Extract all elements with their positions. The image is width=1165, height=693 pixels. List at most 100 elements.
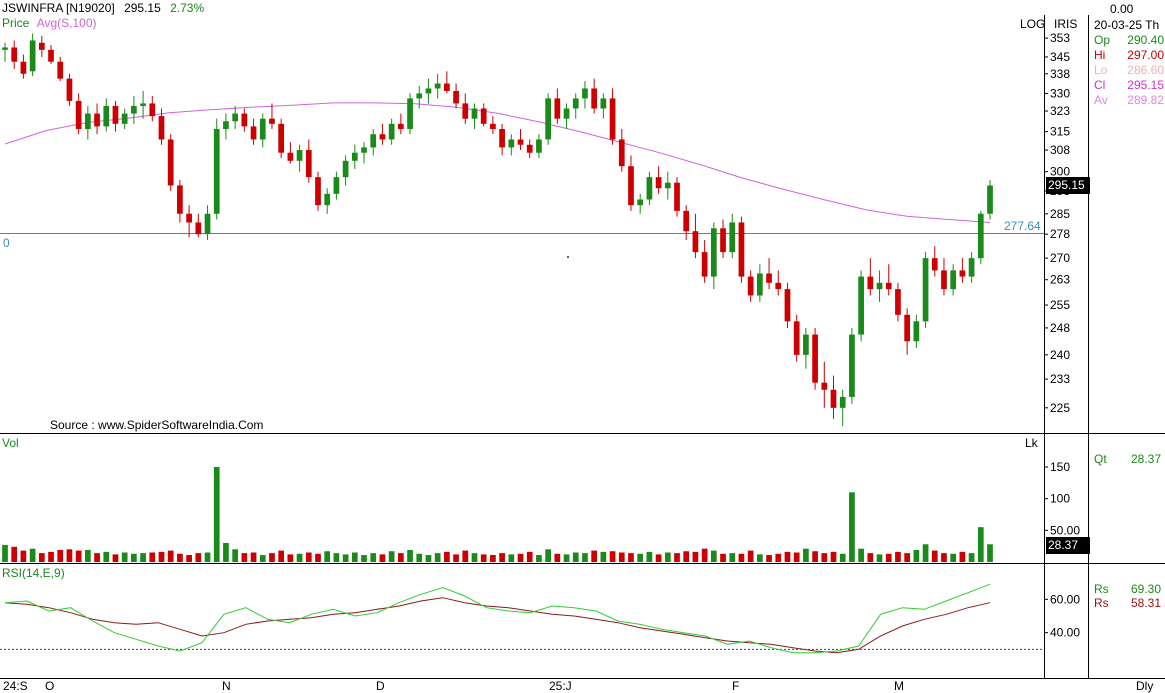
candle-body [729,222,736,253]
x-label-nov: N [222,679,231,693]
price-legend: Price [2,16,30,30]
candle-body [830,389,837,408]
info-rows: Op 290.40 Hi 297.00 Lo 286.60 Cl 295.15 Av 28… [1094,33,1164,108]
volume-bar [425,555,432,562]
candle-body [48,49,54,62]
volume-bar [582,553,588,562]
avg-key: Av [1094,93,1108,107]
volume-bar [186,555,192,562]
volume-bar [941,553,947,562]
volume-bar [278,550,285,562]
volume-bar [11,546,18,562]
close-value: 295.15 [1127,78,1164,92]
price-tick-label: 263 [1050,273,1070,287]
candle-body [517,139,524,145]
candle-body [333,177,340,194]
candle-body [554,98,561,119]
rsi-label: RSI(14,E,9) [2,566,65,580]
change-pct: 2.73% [170,1,205,15]
volume-bar [121,552,128,562]
candle-body [849,334,855,397]
volume-bar [508,554,515,562]
volume-bar [324,551,331,562]
candle-body [812,334,818,383]
volume-bar [434,553,441,562]
candle-body [526,144,533,153]
candle-body [710,228,717,277]
volume-bar [480,554,487,562]
volume-bar [701,548,708,562]
candle-body [223,121,229,130]
volume-bar [876,554,883,562]
symbol-label: JSWINFRA [N19020] [2,1,115,15]
moving-average-line [4,102,991,223]
candle-body [324,193,331,206]
volume-bar [462,550,469,562]
candle-body [508,139,515,148]
volume-bar [397,553,404,562]
rs1-label: Rs [1094,582,1109,596]
volume-bar [351,552,358,562]
volume-bar [950,553,957,562]
candle-body [858,276,864,335]
candle-body [591,88,598,109]
candle-body [444,83,450,91]
candle-body [84,113,91,130]
price-tick-label: 240 [1050,348,1070,362]
volume-bar [747,550,754,562]
volume-bar [812,551,818,562]
candle-body [931,258,938,271]
candle-body [434,83,441,89]
candle-body [499,129,505,148]
volume-bar [131,553,137,562]
info-row-close: Cl 295.15 [1094,78,1164,93]
volume-bar [618,552,625,562]
volume-bar [232,549,238,562]
volume-bar [720,553,726,562]
volume-bar [444,551,450,562]
candle-body [57,61,64,79]
volume-bar [333,553,340,562]
candle-body [959,270,966,277]
volume-tick-label: 150 [1050,460,1070,474]
candle-body [158,116,165,140]
volume-bar [987,544,993,562]
volume-tick-label: 100 [1050,492,1070,506]
volume-tick-label: 50.00 [1050,523,1080,537]
log-label: LOG [1020,17,1046,31]
candle-body [121,113,128,124]
x-label-sep: 24:S [3,679,28,693]
candle-body [186,213,192,223]
volume-bar [315,553,321,562]
x-label-jan: 25:J [549,679,572,693]
volume-bar [904,553,911,562]
volume-bar [94,553,100,562]
candle-body [821,382,828,390]
volume-bar [784,551,791,562]
candle-body [296,150,303,161]
volume-bar [140,553,146,562]
iris-label: IRIS [1054,17,1078,31]
volume-bar [305,552,312,562]
candle-body [987,185,993,214]
candle-body [563,108,570,119]
volume-bar [149,552,156,562]
price-tick-label: 233 [1050,372,1070,386]
price-tick-label: 338 [1050,67,1070,81]
candle-body [655,177,662,189]
price-tick-label: 278 [1050,227,1070,241]
candle-body [775,282,782,290]
volume-bar [591,550,598,562]
x-label-dec: D [376,679,385,693]
candle-body [29,40,36,72]
source-text: Source : www.SpiderSoftwareIndia.Com [50,418,264,432]
price-tick-label: 315 [1050,125,1070,139]
candle-body [803,334,809,355]
candle-body [462,103,469,119]
volume-bar [766,555,772,562]
high-key: Hi [1094,48,1106,62]
candle-body [913,321,920,342]
candle-body [2,47,8,50]
header-line: JSWINFRA [N19020] 295.15 2.73% [2,1,204,15]
volume-bar [517,553,524,562]
